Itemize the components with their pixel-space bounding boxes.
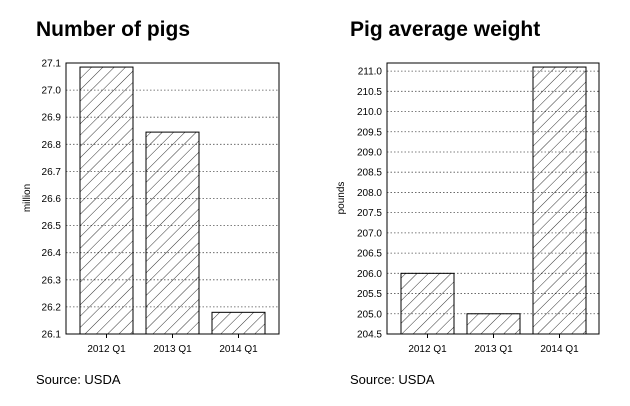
x-tick-label: 2013 Q1: [153, 344, 192, 355]
y-tick-label: 208.0: [357, 188, 382, 199]
x-tick-label: 2014 Q1: [540, 344, 579, 355]
bar-2012-q1: [400, 272, 455, 335]
y-tick-label: 210.0: [357, 107, 382, 118]
chart-title: Pig average weight: [350, 18, 540, 41]
bar-2012-q1: [79, 66, 134, 335]
y-tick-label: 205.5: [357, 289, 382, 300]
y-tick-label: 206.0: [357, 269, 382, 280]
y-tick-label: 208.5: [357, 168, 382, 179]
bar-2013-q1: [145, 131, 200, 335]
y-tick-label: 26.3: [42, 275, 62, 286]
y-tick-label: 26.9: [42, 113, 62, 124]
y-tick-label: 207.5: [357, 208, 382, 219]
y-tick-label: 26.5: [42, 221, 62, 232]
y-tick-label: 210.5: [357, 87, 382, 98]
bars: [400, 66, 587, 335]
y-tick-label: 27.1: [42, 59, 62, 70]
y-axis-label: million: [22, 184, 33, 212]
x-tick-label: 2012 Q1: [87, 344, 126, 355]
source-note: Source: USDA: [36, 372, 121, 387]
y-tick-label: 204.5: [357, 330, 382, 341]
bar-2014-q1: [532, 66, 587, 335]
y-tick-label: 209.5: [357, 127, 382, 138]
bar-2014-q1: [211, 311, 266, 335]
source-note: Source: USDA: [350, 372, 435, 387]
y-tick-label: 26.4: [42, 248, 62, 259]
y-tick-label: 26.8: [42, 140, 62, 151]
y-tick-label: 206.5: [357, 249, 382, 260]
y-tick-label: 211.0: [358, 67, 383, 78]
bars: [79, 66, 266, 335]
y-tick-label: 205.0: [357, 309, 382, 320]
y-tick-label: 209.0: [357, 147, 382, 158]
y-tick-label: 207.0: [357, 228, 382, 239]
x-tick-labels: 2012 Q1 2013 Q1 2014 Q1: [87, 334, 258, 355]
y-tick-labels: 204.5 205.0 205.5 206.0 206.5 207.0 207.5 208.0…: [357, 67, 382, 341]
x-tick-label: 2014 Q1: [219, 344, 258, 355]
x-tick-labels: 2012 Q1 2013 Q1 2014 Q1: [408, 334, 579, 355]
x-tick-label: 2012 Q1: [408, 344, 447, 355]
y-tick-label: 26.1: [42, 330, 62, 341]
y-tick-label: 27.0: [42, 86, 62, 97]
y-axis-label: pounds: [336, 182, 347, 215]
y-tick-labels: 26.1 26.2 26.3 26.4 26.5 26.6 26.7 26.8 26.9 27.0…: [42, 59, 62, 341]
chart-title: Number of pigs: [36, 18, 190, 41]
y-tick-label: 26.7: [42, 167, 62, 178]
chart-number-of-pigs: Number of pigs 26.126.226.326.426.526.62…: [22, 18, 280, 387]
y-tick-label: 26.6: [42, 194, 62, 205]
bar-2013-q1: [466, 313, 521, 335]
y-tick-label: 26.2: [42, 302, 62, 313]
x-tick-label: 2013 Q1: [474, 344, 513, 355]
chart-pig-average-weight: Pig average weight 204.5205.0205.5206.02…: [336, 18, 600, 387]
